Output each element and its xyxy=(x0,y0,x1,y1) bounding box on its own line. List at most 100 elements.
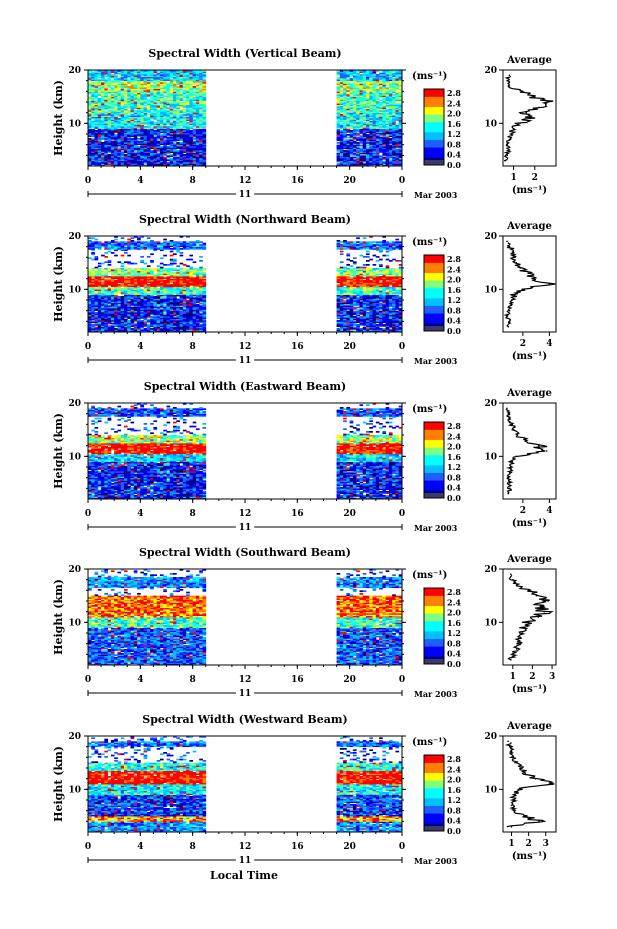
heatmap-cell xyxy=(362,158,367,160)
heatmap-cell xyxy=(143,158,148,160)
heatmap-cell xyxy=(346,106,351,108)
heatmap-cell xyxy=(127,301,131,304)
heatmap-cell xyxy=(359,123,364,126)
heatmap-cell xyxy=(94,103,99,106)
heatmap-cell xyxy=(146,158,151,160)
heatmap-cell xyxy=(202,148,207,151)
heatmap-cell xyxy=(186,70,190,72)
heatmap-cell xyxy=(150,147,154,150)
heatmap-cell xyxy=(169,90,174,92)
heatmap-cell xyxy=(176,82,180,84)
heatmap-cell xyxy=(123,159,128,162)
heatmap-cell xyxy=(369,159,373,162)
heatmap-cell xyxy=(336,128,341,131)
heatmap-cell xyxy=(349,159,354,162)
heatmap-cell xyxy=(189,112,194,115)
heatmap-cell xyxy=(362,155,367,158)
heatmap-cell xyxy=(173,130,177,132)
heatmap-cell xyxy=(120,254,125,257)
heatmap-cell xyxy=(395,91,400,94)
heatmap-cell xyxy=(137,112,141,115)
heatmap-cell xyxy=(107,158,112,160)
heatmap-cell xyxy=(176,116,180,119)
heatmap-cell xyxy=(153,114,158,116)
heatmap-cell xyxy=(339,99,344,102)
heatmap-cell xyxy=(199,131,203,134)
heatmap-cell xyxy=(123,82,128,84)
heatmap-cell xyxy=(379,112,383,115)
heatmap-cell xyxy=(369,135,373,138)
heatmap-cell xyxy=(369,130,373,132)
heatmap-cell xyxy=(114,94,118,96)
heatmap-cell xyxy=(153,71,158,74)
heatmap-cell xyxy=(173,96,177,99)
heatmap-cell xyxy=(336,90,341,92)
colorbar-swatch xyxy=(424,99,444,102)
heatmap-cell xyxy=(359,118,364,120)
heatmap-cell xyxy=(359,80,364,83)
heatmap-cell xyxy=(369,74,373,76)
heatmap-cell xyxy=(130,160,135,163)
heatmap-cell xyxy=(176,134,180,136)
heatmap-cell xyxy=(352,95,357,98)
colorbar-tick-label: 2.0 xyxy=(447,109,461,119)
heatmap-cell xyxy=(163,86,167,88)
heatmap-cell xyxy=(159,103,164,106)
heatmap-cell xyxy=(366,102,370,104)
heatmap-cell xyxy=(186,139,190,142)
heatmap-cell xyxy=(117,76,122,79)
heatmap-cell xyxy=(352,71,357,74)
heatmap-cell xyxy=(133,134,138,136)
heatmap-cell xyxy=(366,136,370,139)
heatmap-cell xyxy=(182,136,187,139)
heatmap-cell xyxy=(123,90,128,92)
heatmap-cell xyxy=(176,78,180,80)
heatmap-cell xyxy=(199,72,203,75)
heatmap-cell xyxy=(192,159,197,162)
heatmap-cell xyxy=(130,82,135,84)
heatmap-cell xyxy=(153,127,158,130)
heatmap-cell xyxy=(199,136,203,139)
heatmap-cell xyxy=(336,163,341,166)
heatmap-cell xyxy=(352,148,357,151)
heatmap-cell xyxy=(137,122,141,124)
heatmap-cell xyxy=(366,92,370,95)
heatmap-cell xyxy=(130,138,135,140)
heatmap-cell xyxy=(362,150,367,152)
heatmap-cell xyxy=(192,142,197,144)
heatmap-cell xyxy=(176,102,180,104)
heatmap-cell xyxy=(375,79,380,82)
heatmap-cell xyxy=(372,107,377,110)
heatmap-cell xyxy=(143,130,148,132)
heatmap-cell xyxy=(150,92,154,95)
heatmap-cell xyxy=(104,87,109,90)
heatmap-cell xyxy=(343,155,347,158)
heatmap-cell xyxy=(173,80,177,83)
heatmap-cell xyxy=(156,78,161,80)
heatmap-cell xyxy=(117,88,122,91)
heatmap-cell xyxy=(159,104,164,107)
heatmap-cell xyxy=(166,151,171,154)
y-tick-label: 20 xyxy=(68,66,81,76)
heatmap-cell xyxy=(101,72,105,75)
heatmap-cell xyxy=(123,138,128,140)
heatmap-cell xyxy=(130,143,135,146)
heatmap-cell xyxy=(366,100,370,103)
heatmap-cell xyxy=(339,132,344,135)
heatmap-cell xyxy=(146,324,151,326)
heatmap-cell xyxy=(153,140,158,143)
heatmap-cell xyxy=(166,136,171,139)
heatmap-cell xyxy=(143,75,148,78)
heatmap-cell xyxy=(366,115,370,118)
heatmap-cell xyxy=(133,88,138,91)
heatmap-cell xyxy=(336,84,341,87)
heatmap-cell xyxy=(385,84,390,87)
heatmap-cell xyxy=(343,90,347,92)
heatmap-cell xyxy=(379,131,383,134)
heatmap-cell xyxy=(163,136,167,139)
heatmap-cell xyxy=(146,150,151,152)
heatmap-cell xyxy=(114,75,118,78)
heatmap-cell xyxy=(179,106,184,108)
heatmap-cell xyxy=(107,84,112,87)
heatmap-cell xyxy=(130,104,135,107)
